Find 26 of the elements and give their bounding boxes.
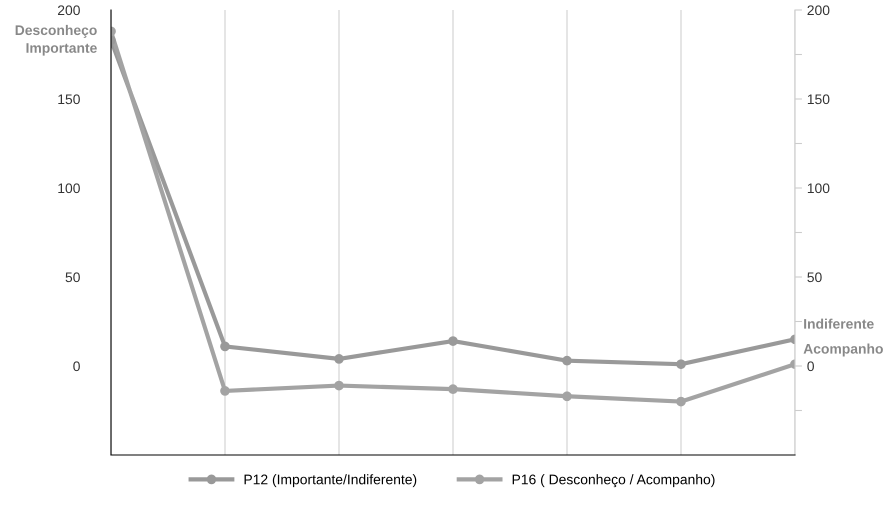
point (220, 342, 230, 352)
point (220, 386, 230, 396)
point (676, 359, 686, 370)
y-tick-label: 50 (66, 272, 80, 282)
text: Desconheço (16, 24, 97, 38)
text: Indiferente (804, 318, 874, 329)
legend-label: P16 ( Desconheço / Acompanho) (512, 474, 715, 488)
point (334, 354, 344, 364)
point (562, 356, 572, 366)
y-tick-label: 0 (73, 361, 80, 372)
point (334, 380, 344, 390)
legend-label: P12 (Importante/Indiferente) (244, 474, 416, 488)
point (448, 384, 458, 394)
y-tick-label: 200 (58, 5, 80, 16)
y-tick-label: 150 (58, 94, 80, 104)
y2-tick-label: 150 (808, 94, 830, 104)
text: Importante (26, 43, 97, 56)
y2-tick-label: 100 (808, 183, 830, 194)
y2-tick-label: 200 (808, 5, 830, 16)
y-tick-label: 100 (58, 183, 80, 194)
point (448, 336, 458, 346)
point (676, 396, 686, 406)
text: Acompanho (804, 344, 883, 356)
y2-tick-label: 0 (807, 361, 814, 372)
y2-tick-label: 50 (807, 272, 822, 282)
point (562, 391, 572, 402)
